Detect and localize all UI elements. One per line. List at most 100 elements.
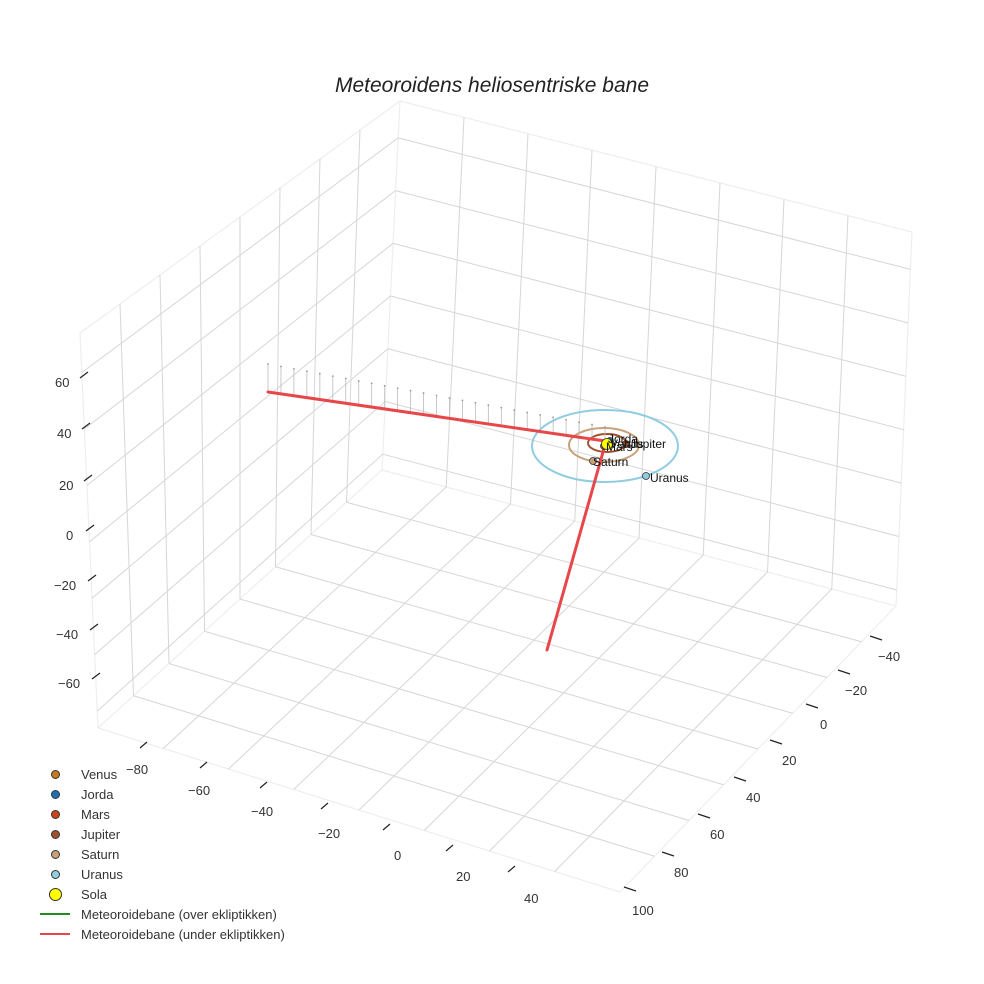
x-axis-tick-label: 40	[524, 891, 538, 906]
drop-point	[500, 406, 503, 409]
x-axis-tick-label: −80	[126, 762, 148, 777]
z-ticks-mark	[87, 574, 97, 582]
legend-label: Sola	[81, 886, 108, 902]
drop-point	[422, 392, 425, 394]
legend-label: Jorda	[81, 786, 114, 802]
grid-line	[702, 182, 721, 556]
legend-label: Uranus	[81, 866, 123, 882]
grid-line	[89, 295, 391, 543]
x-ticks-mark	[382, 823, 391, 831]
planet-marker-saturn[interactable]	[589, 457, 597, 465]
x-ticks-mark	[320, 802, 329, 810]
legend-item-meteoroidebane-under-ekliptikken[interactable]: Meteoroidebane (under ekliptikken)	[40, 924, 285, 944]
grid-line	[168, 663, 690, 821]
y-axis-tick-label: −40	[878, 649, 900, 664]
grid-line	[84, 190, 396, 430]
legend-item-mars[interactable]: Mars	[40, 804, 285, 824]
legend-marker-icon	[40, 884, 70, 904]
grid-line	[489, 571, 768, 852]
drop-point	[578, 421, 580, 424]
grid-line	[199, 245, 205, 632]
meteoroid-trajectory	[266, 390, 607, 652]
legend-item-jupiter[interactable]: Jupiter	[40, 824, 285, 844]
grid-line	[94, 401, 386, 656]
z-axis-tick-label: 0	[66, 528, 73, 543]
legend-marker-icon	[40, 784, 70, 804]
grid-line	[445, 117, 465, 488]
box-grid	[79, 100, 913, 893]
box-edge	[381, 100, 401, 471]
x-ticks-mark	[199, 761, 208, 769]
drop-point	[383, 384, 386, 387]
drop-point	[357, 380, 360, 382]
y-axis-tick-label: −20	[845, 683, 867, 698]
drop-point	[461, 399, 464, 402]
drop-point	[604, 426, 606, 428]
trajectory-under-ecliptic-upper[interactable]	[266, 390, 607, 443]
planet-marker-uranus[interactable]	[642, 472, 650, 480]
z-ticks-mark	[83, 474, 93, 482]
saturn-orbit	[568, 427, 640, 463]
x-axis-tick-label: −20	[318, 826, 340, 841]
legend-label: Jupiter	[81, 826, 121, 842]
y-ticks-mark	[623, 886, 637, 892]
grid-line	[346, 129, 361, 503]
grid-line	[86, 242, 394, 486]
uranus-orbit	[531, 409, 679, 483]
trajectory-under-ecliptic-lower[interactable]	[545, 443, 607, 652]
legend-marker-icon	[40, 824, 70, 844]
x-ticks-mark	[445, 844, 454, 852]
legend-item-uranus[interactable]: Uranus	[40, 864, 285, 884]
grid-line	[382, 453, 897, 591]
grid-line	[133, 695, 655, 857]
grid-line	[385, 400, 900, 538]
x-axis-tick-label: −60	[188, 783, 210, 798]
legend-marker-icon	[40, 864, 70, 884]
legend-item-saturn[interactable]: Saturn	[40, 844, 285, 864]
drop-point	[591, 423, 593, 426]
legend-line-icon	[40, 924, 70, 944]
legend-item-jorda[interactable]: Jorda	[40, 784, 285, 804]
grid-line	[358, 537, 640, 811]
grid-line	[392, 242, 906, 377]
legend-item-venus[interactable]: Venus	[40, 764, 285, 784]
grid-line	[81, 137, 399, 373]
grid-line	[395, 190, 909, 324]
legend-item-meteoroidebane-over-ekliptikken[interactable]: Meteoroidebane (over ekliptikken)	[40, 904, 285, 924]
legend-item-sola[interactable]: Sola	[40, 884, 285, 904]
planet-orbits	[531, 409, 679, 483]
z-ticks-mark	[79, 371, 89, 379]
planet-marker-jupiter[interactable]	[622, 440, 630, 448]
drop-point	[344, 377, 347, 380]
drop-point	[513, 409, 516, 411]
grid-line	[398, 137, 911, 270]
x-ticks-mark	[507, 865, 516, 873]
legend: Venus Jorda Mars Jupiter Saturn Uranus Sola Met…	[40, 764, 285, 944]
planet-label-saturn: Saturn	[593, 455, 628, 469]
x-ticks-mark	[259, 781, 268, 789]
planet-label-venus: Venus	[610, 437, 643, 451]
y-axis-tick-label: 0	[820, 717, 827, 732]
x-axis-tick-label: 20	[456, 869, 470, 884]
y-ticks-mark	[697, 813, 711, 819]
legend-label: Meteoroidebane (under ekliptikken)	[81, 926, 285, 942]
planet-label-jorda: Jorda	[608, 432, 638, 446]
y-ticks-mark	[733, 776, 747, 782]
legend-line-icon	[40, 904, 70, 924]
grid-line	[638, 166, 657, 539]
x-axis-tick-label: 0	[394, 848, 401, 863]
legend-marker-icon	[40, 804, 70, 824]
drop-point	[293, 367, 295, 370]
z-axis-tick-label: −20	[54, 578, 76, 593]
y-axis-tick-label: 60	[710, 827, 724, 842]
z-axis-tick-label: 20	[59, 478, 73, 493]
drop-point	[487, 404, 490, 407]
z-ticks-mark	[85, 524, 95, 532]
grid-line	[510, 133, 529, 505]
grid-line	[554, 588, 833, 872]
y-axis-tick-label: 20	[782, 753, 796, 768]
planet-marker-sola[interactable]	[601, 438, 613, 450]
drop-point	[331, 375, 334, 378]
